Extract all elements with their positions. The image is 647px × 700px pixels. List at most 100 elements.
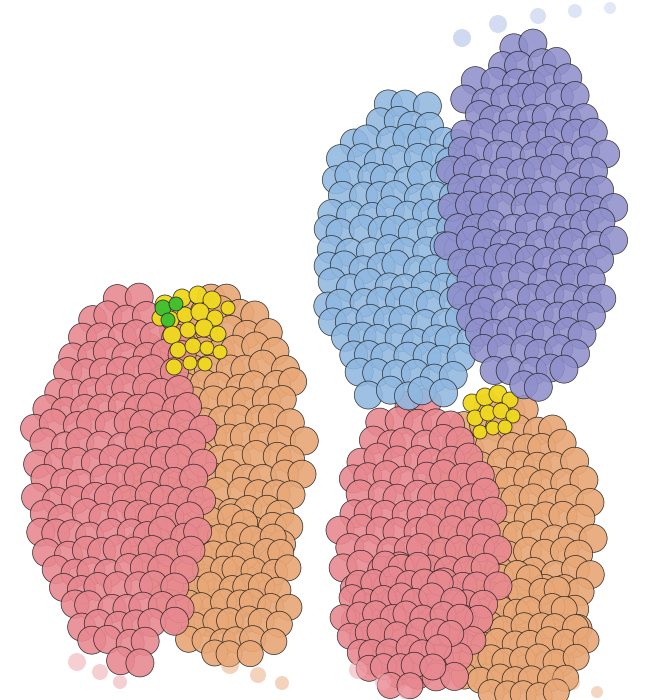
Circle shape <box>21 414 49 442</box>
Circle shape <box>587 208 615 236</box>
Circle shape <box>138 355 166 383</box>
Circle shape <box>394 167 422 195</box>
Circle shape <box>470 298 498 326</box>
Circle shape <box>171 522 197 547</box>
Circle shape <box>326 516 354 544</box>
Circle shape <box>565 540 593 568</box>
Circle shape <box>437 156 465 184</box>
Circle shape <box>383 626 411 654</box>
Circle shape <box>381 216 409 244</box>
Circle shape <box>141 467 169 495</box>
Circle shape <box>545 227 573 255</box>
Circle shape <box>267 611 292 637</box>
Circle shape <box>388 554 414 580</box>
Circle shape <box>164 578 190 604</box>
Circle shape <box>112 374 140 402</box>
Circle shape <box>230 533 258 561</box>
Circle shape <box>465 500 492 528</box>
Circle shape <box>135 333 162 361</box>
Circle shape <box>566 676 580 690</box>
Circle shape <box>150 368 179 395</box>
Circle shape <box>445 500 473 528</box>
Circle shape <box>465 101 493 129</box>
Circle shape <box>393 601 419 627</box>
Circle shape <box>480 319 508 347</box>
Circle shape <box>326 218 354 246</box>
Circle shape <box>367 618 393 644</box>
Circle shape <box>126 392 154 420</box>
Circle shape <box>61 486 89 514</box>
Circle shape <box>539 594 565 620</box>
Circle shape <box>61 559 89 587</box>
Circle shape <box>248 573 274 599</box>
Circle shape <box>384 106 412 134</box>
Circle shape <box>404 184 432 212</box>
Circle shape <box>71 395 99 423</box>
Circle shape <box>149 338 178 366</box>
Circle shape <box>563 644 589 671</box>
Circle shape <box>358 646 386 674</box>
Circle shape <box>114 409 142 437</box>
Circle shape <box>579 524 607 552</box>
Circle shape <box>404 480 432 508</box>
Circle shape <box>403 592 431 620</box>
Circle shape <box>167 443 195 471</box>
Circle shape <box>504 561 530 587</box>
Circle shape <box>361 570 387 596</box>
Circle shape <box>510 647 536 673</box>
Circle shape <box>450 412 478 440</box>
Circle shape <box>559 300 587 328</box>
Circle shape <box>510 649 539 677</box>
Circle shape <box>604 2 616 14</box>
Circle shape <box>266 500 294 528</box>
Circle shape <box>151 340 179 368</box>
Circle shape <box>439 286 467 314</box>
Circle shape <box>484 572 512 600</box>
Circle shape <box>239 517 267 545</box>
Circle shape <box>536 213 564 241</box>
Circle shape <box>364 148 393 176</box>
Circle shape <box>487 334 516 362</box>
Circle shape <box>199 424 226 452</box>
Circle shape <box>345 358 373 386</box>
Circle shape <box>268 540 294 566</box>
Circle shape <box>108 500 136 528</box>
Circle shape <box>291 427 318 455</box>
Circle shape <box>448 137 476 165</box>
Circle shape <box>243 589 271 617</box>
Circle shape <box>471 664 499 692</box>
Circle shape <box>435 148 464 176</box>
Circle shape <box>350 589 378 617</box>
Circle shape <box>124 394 152 422</box>
Circle shape <box>103 535 131 563</box>
Circle shape <box>74 591 103 619</box>
Circle shape <box>87 323 115 351</box>
Circle shape <box>563 615 589 640</box>
Circle shape <box>471 632 497 659</box>
Circle shape <box>474 573 501 601</box>
Circle shape <box>364 325 391 353</box>
Circle shape <box>399 219 426 247</box>
Circle shape <box>420 577 448 605</box>
Circle shape <box>457 517 485 545</box>
Circle shape <box>404 410 432 438</box>
Circle shape <box>67 469 94 497</box>
Circle shape <box>177 316 204 344</box>
Circle shape <box>122 320 150 348</box>
Circle shape <box>538 415 567 443</box>
Circle shape <box>225 405 252 433</box>
Circle shape <box>355 268 382 296</box>
Circle shape <box>141 460 169 488</box>
Circle shape <box>146 392 173 420</box>
Circle shape <box>409 640 435 666</box>
Circle shape <box>487 564 513 590</box>
Circle shape <box>446 270 475 298</box>
Circle shape <box>452 148 480 176</box>
Circle shape <box>471 220 499 248</box>
Circle shape <box>473 229 501 257</box>
Circle shape <box>528 433 556 461</box>
Circle shape <box>441 466 469 493</box>
Circle shape <box>531 539 558 567</box>
Circle shape <box>173 556 199 582</box>
Circle shape <box>368 480 397 508</box>
